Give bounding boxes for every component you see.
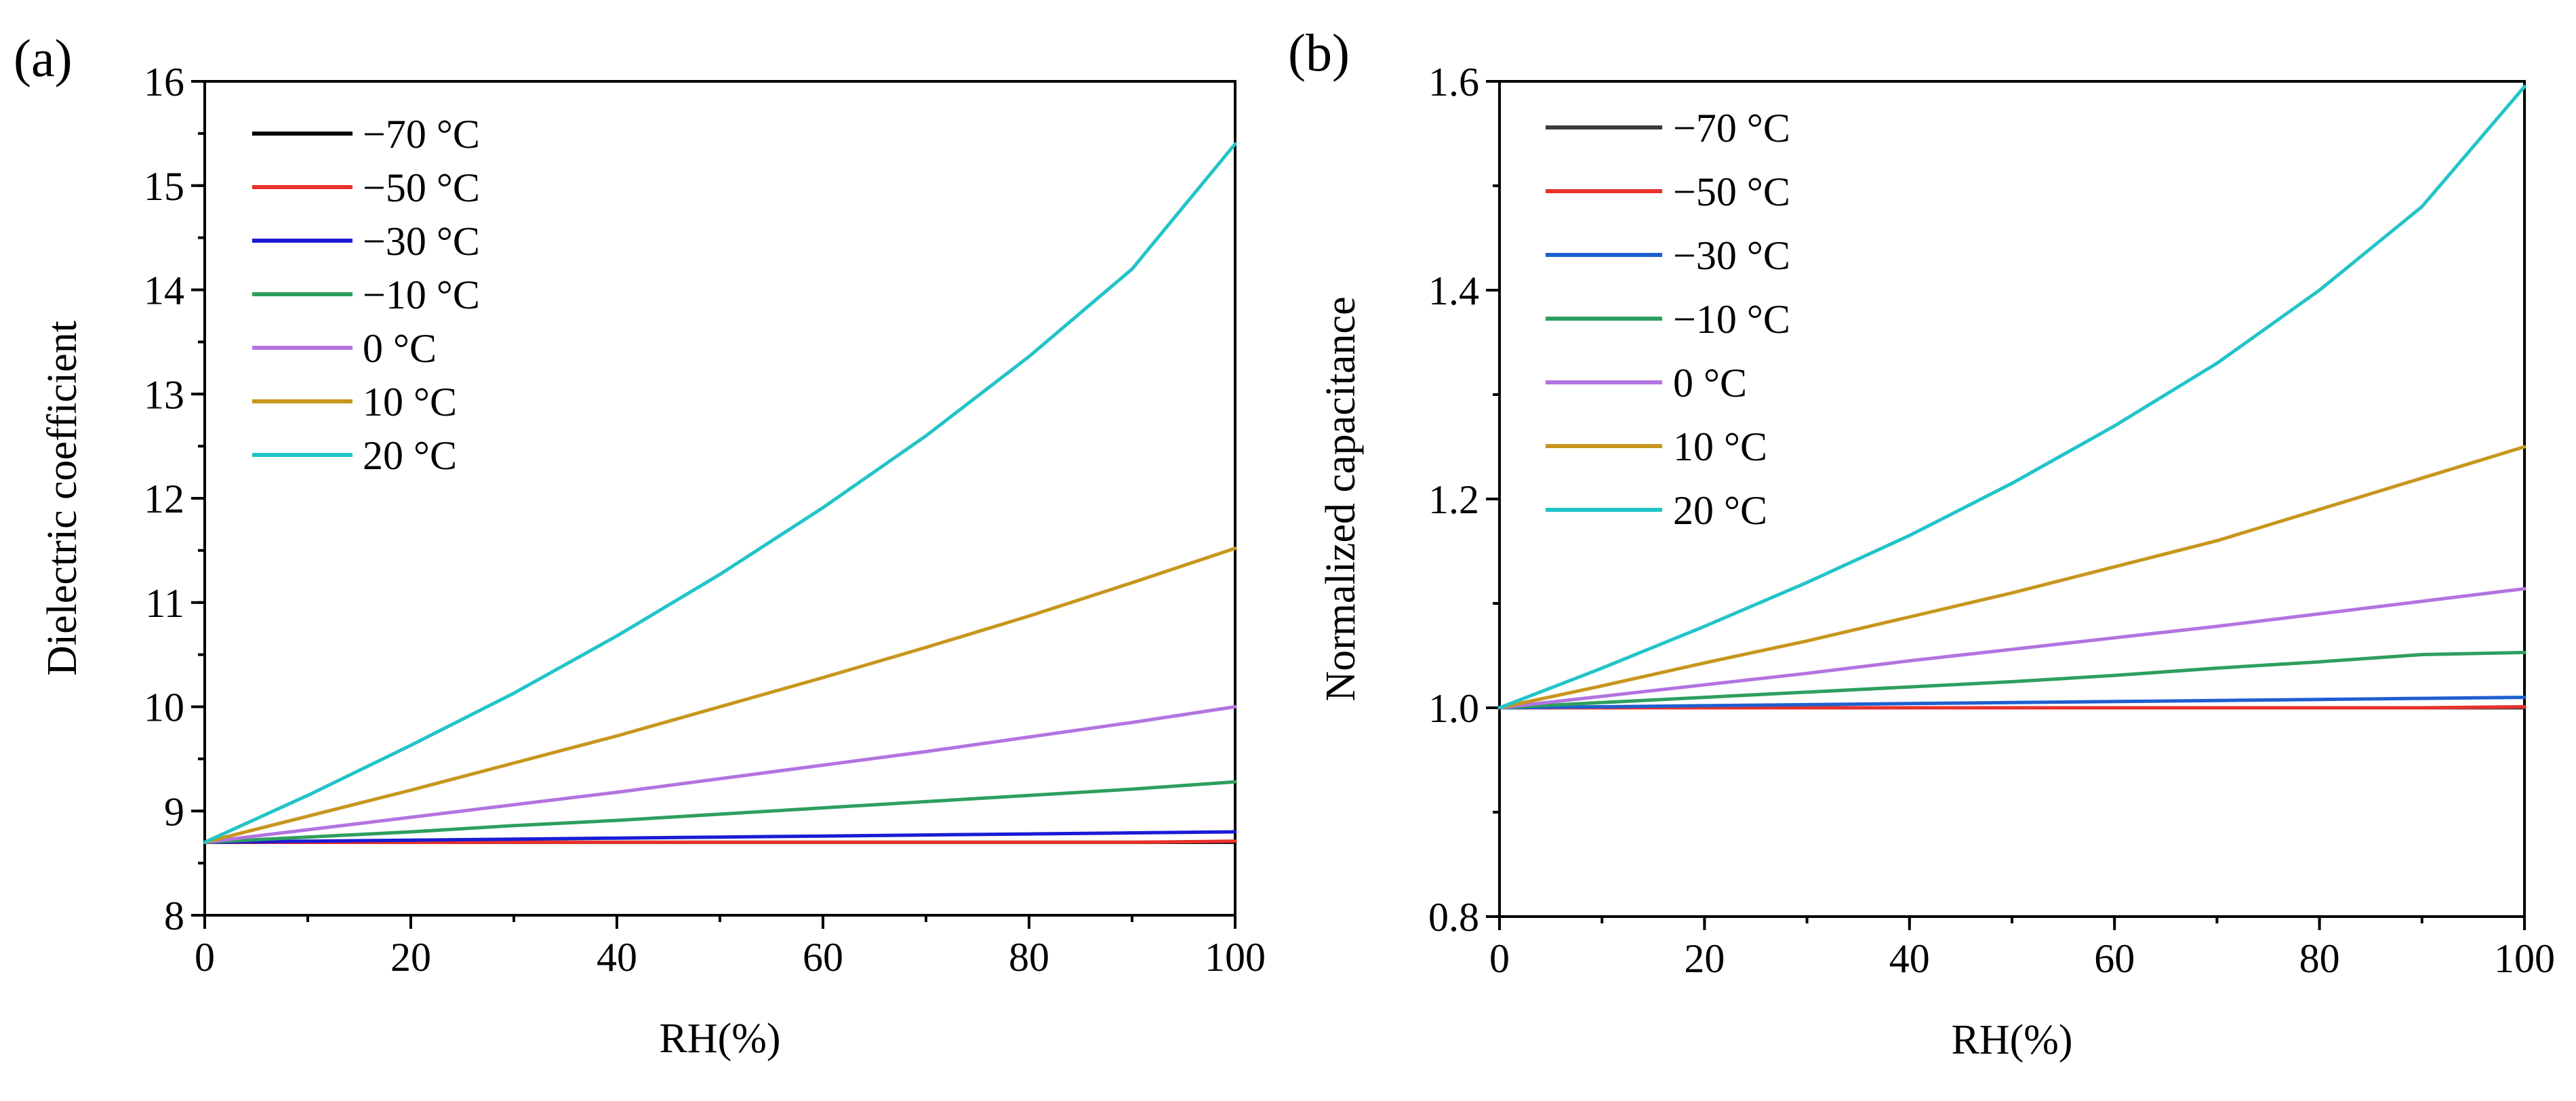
- x-tick-label: 20: [1684, 936, 1725, 981]
- y-tick-label: 1.6: [1428, 60, 1479, 104]
- legend-label: 10 °C: [363, 380, 457, 424]
- y-tick-label: 14: [144, 268, 184, 313]
- legend-label: 0 °C: [363, 326, 437, 371]
- series-line-10cc: [1497, 445, 2527, 710]
- x-tick-label: 40: [597, 935, 637, 980]
- x-tick-label: 80: [1009, 935, 1049, 980]
- series-group: [1497, 85, 2527, 710]
- panel-b: (b) 0 20 40 60 80 100 0.8 1.0 1.2 1.4 1.6 RH(%) Norma…: [1288, 23, 2555, 1063]
- series-group: [203, 142, 1237, 844]
- legend-label: 20 °C: [1673, 488, 1767, 533]
- legend-label: −50 °C: [363, 165, 480, 210]
- legend-label: 10 °C: [1673, 424, 1767, 469]
- legend: −70 °C −50 °C −30 °C −10 °C 0 °C 10 °C 20 °C: [252, 112, 480, 478]
- legend-label: 0 °C: [1673, 361, 1747, 405]
- legend-label: −10 °C: [1673, 297, 1790, 342]
- y-tick-label: 1.4: [1428, 268, 1479, 313]
- legend: −70 °C −50 °C −30 °C −10 °C 0 °C 10 °C 20 °C: [1546, 106, 1790, 533]
- legend-label: −70 °C: [363, 112, 480, 157]
- x-axis-title: RH(%): [1951, 1017, 2072, 1063]
- series-line-0cc: [203, 705, 1237, 844]
- series-line-30cc: [1497, 696, 2527, 710]
- x-axis-title: RH(%): [659, 1016, 780, 1062]
- y-axis-title: Normalized capacitance: [1318, 296, 1364, 701]
- series-line-50cc: [1497, 705, 2527, 710]
- y-tick-label: 13: [144, 372, 184, 417]
- y-tick-label: 9: [164, 789, 184, 834]
- x-tick-label: 40: [1889, 936, 1930, 981]
- y-tick-label: 0.8: [1428, 895, 1479, 940]
- series-line-20cc: [1497, 85, 2527, 710]
- series-line-10cc: [203, 780, 1237, 844]
- series-line-10cc: [203, 546, 1237, 844]
- x-tick-label: 80: [2299, 936, 2340, 981]
- y-tick-label: 10: [144, 685, 184, 730]
- x-tick-label: 20: [390, 935, 431, 980]
- x-tick-label: 60: [2094, 936, 2135, 981]
- panel-label: (a): [14, 28, 73, 87]
- legend-label: −50 °C: [1673, 169, 1790, 214]
- panel-a: (a) 0 20 40 60 80 100 8 9 10 11 12 13 14 15 16 RH(%) Diel…: [14, 28, 1266, 1062]
- panel-label: (b): [1288, 23, 1350, 82]
- plot-frame: [1498, 80, 2526, 918]
- y-tick-label: 16: [144, 60, 184, 104]
- legend-label: −30 °C: [363, 219, 480, 264]
- y-tick-label: 8: [164, 894, 184, 938]
- y-axis-title: Dielectric coefficient: [39, 321, 85, 676]
- series-line-20cc: [203, 142, 1237, 844]
- legend-label: −70 °C: [1673, 106, 1790, 151]
- y-tick-label: 12: [144, 477, 184, 521]
- y-tick-label: 1.0: [1428, 686, 1479, 731]
- series-line-10cc: [1497, 650, 2527, 710]
- series-line-0cc: [1497, 586, 2527, 710]
- legend-label: −30 °C: [1673, 233, 1790, 278]
- x-tick-label: 0: [1489, 936, 1510, 981]
- series-line-30cc: [203, 830, 1237, 844]
- legend-label: 20 °C: [363, 433, 457, 478]
- series-line-50cc: [203, 839, 1237, 844]
- plot-frame: [203, 80, 1236, 917]
- x-tick-label: 100: [1205, 935, 1266, 980]
- y-tick-label: 15: [144, 164, 184, 209]
- x-tick-label: 100: [2494, 936, 2555, 981]
- y-tick-label: 11: [145, 581, 184, 626]
- legend-label: −10 °C: [363, 273, 480, 317]
- x-tick-label: 60: [803, 935, 843, 980]
- x-tick-label: 0: [195, 935, 215, 980]
- y-tick-label: 1.2: [1428, 477, 1479, 522]
